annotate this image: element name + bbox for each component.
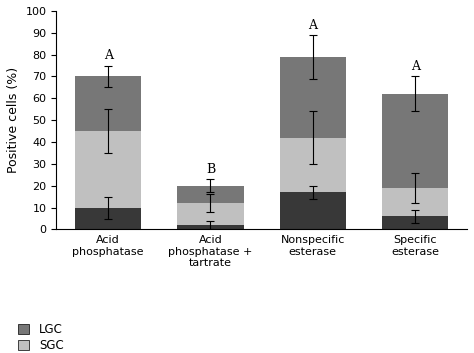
Legend: LGC, SGC, HC: LGC, SGC, HC [13, 318, 68, 353]
Bar [75, 77, 141, 131]
Text: A: A [104, 49, 113, 62]
Bar [382, 188, 448, 216]
Bar [382, 216, 448, 229]
Bar [382, 94, 448, 188]
Bar [177, 225, 244, 229]
Bar [75, 208, 141, 229]
Bar [75, 131, 141, 208]
Text: A: A [308, 19, 317, 32]
Text: A: A [410, 60, 419, 73]
Y-axis label: Positive cells (%): Positive cells (%) [7, 67, 20, 173]
Bar [177, 186, 244, 203]
Bar [177, 203, 244, 225]
Text: B: B [206, 163, 215, 176]
Bar [280, 57, 346, 138]
Bar [280, 192, 346, 229]
Bar [280, 138, 346, 192]
